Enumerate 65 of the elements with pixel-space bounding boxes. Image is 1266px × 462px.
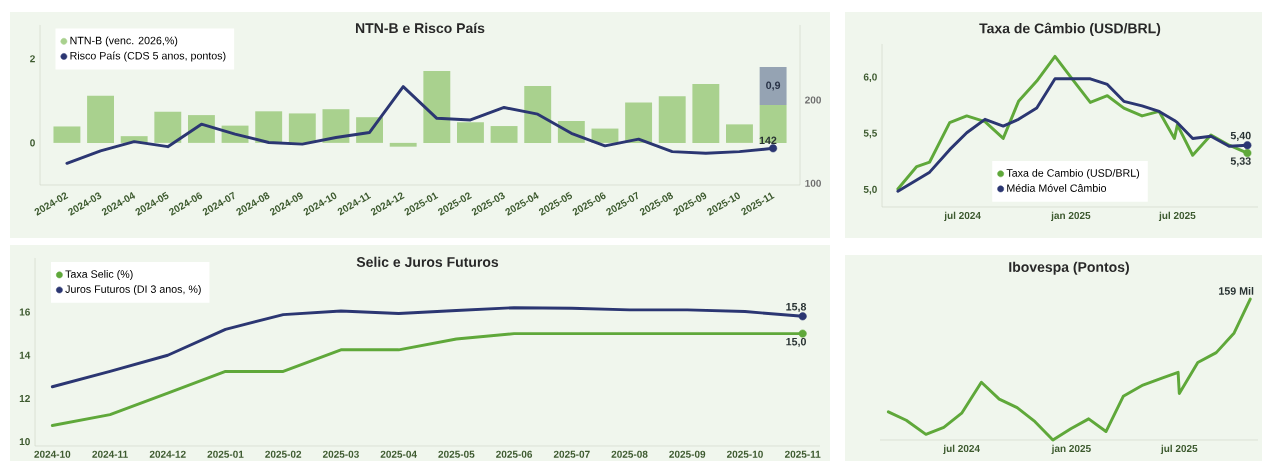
x-tick-label: 2024-10 bbox=[34, 450, 71, 458]
x-tick-label: jul 2025 bbox=[1158, 211, 1196, 221]
bar bbox=[288, 113, 316, 143]
y-tick-label: 12 bbox=[19, 394, 30, 402]
bar bbox=[759, 104, 787, 143]
y2-tick-label: 100 bbox=[805, 179, 821, 187]
bar bbox=[255, 111, 283, 143]
bar bbox=[625, 102, 653, 143]
bar bbox=[322, 109, 350, 143]
x-tick-label: 2025-07 bbox=[553, 450, 590, 458]
bar bbox=[53, 126, 81, 143]
data-label: 5,33 bbox=[1230, 157, 1251, 167]
annotation: 159 Mil bbox=[1219, 286, 1254, 295]
bar bbox=[490, 125, 518, 143]
x-tick-label: jan 2025 bbox=[1051, 444, 1091, 454]
x-tick-label: 2025-08 bbox=[611, 450, 648, 458]
x-tick-label: jul 2024 bbox=[944, 211, 981, 221]
bar bbox=[389, 142, 417, 147]
x-tick-label: jul 2025 bbox=[1160, 444, 1198, 454]
bar bbox=[726, 124, 753, 143]
data-label: 0,9 bbox=[766, 81, 781, 91]
legend-label: Juros Futuros (DI 3 anos, %) bbox=[65, 284, 201, 295]
y-tick-label: 6,0 bbox=[863, 73, 877, 82]
x-tick-label: 2025-02 bbox=[265, 450, 302, 458]
data-label: 15,8 bbox=[786, 302, 807, 312]
bar bbox=[423, 70, 451, 143]
data-label: 5,40 bbox=[1230, 131, 1251, 141]
bar bbox=[658, 96, 686, 143]
x-tick-label: 2025-11 bbox=[784, 450, 821, 458]
x-tick-label: 2025-09 bbox=[669, 450, 706, 458]
x-tick-label: 2024-11 bbox=[92, 450, 128, 458]
data-label: 15,0 bbox=[786, 337, 806, 347]
chart-title: Ibovespa (Pontos) bbox=[1009, 261, 1129, 275]
x-tick-label: 2025-04 bbox=[380, 450, 417, 458]
y-tick-label: 16 bbox=[19, 308, 30, 316]
y-tick-label: 10 bbox=[19, 438, 30, 446]
chart-title: NTN-B e Risco País bbox=[355, 22, 485, 34]
x-tick-label: 2025-01 bbox=[207, 450, 244, 458]
legend-label: Taxa Selic (%) bbox=[65, 269, 133, 280]
bar bbox=[692, 83, 720, 143]
bar bbox=[759, 66, 787, 105]
x-tick-label: 2024-12 bbox=[149, 450, 186, 458]
x-tick-label: 2025-10 bbox=[726, 450, 763, 458]
y-tick-label: 5,5 bbox=[863, 129, 878, 139]
x-tick-label: jan 2025 bbox=[1051, 211, 1091, 221]
legend-label: NTN-B (venc. 2026,%) bbox=[70, 36, 178, 47]
bar bbox=[154, 111, 182, 143]
y-tick-label: 0 bbox=[30, 139, 35, 147]
legend-label: Média Móvel Câmbio bbox=[1007, 183, 1107, 192]
y-tick-label: 5,0 bbox=[863, 185, 877, 195]
bar bbox=[457, 122, 484, 143]
x-tick-label: 2025-03 bbox=[322, 450, 359, 458]
y-tick-label: 14 bbox=[19, 351, 31, 359]
x-tick-label: 2025-06 bbox=[496, 450, 533, 458]
y2-tick-label: 200 bbox=[805, 96, 821, 104]
data-label: 142 bbox=[759, 136, 777, 144]
chart-title: Selic e Juros Futuros bbox=[356, 256, 499, 267]
bar bbox=[524, 85, 552, 143]
x-tick-label: jul 2024 bbox=[943, 444, 980, 454]
legend-label: Taxa de Cambio (USD/BRL) bbox=[1006, 168, 1140, 179]
x-tick-label: 2025-05 bbox=[438, 450, 475, 458]
chart-title: Taxa de Câmbio (USD/BRL) bbox=[979, 22, 1161, 36]
y-tick-label: 2 bbox=[30, 55, 35, 63]
legend-label: Risco País (CDS 5 anos, pontos) bbox=[70, 51, 226, 62]
bar bbox=[87, 95, 114, 143]
